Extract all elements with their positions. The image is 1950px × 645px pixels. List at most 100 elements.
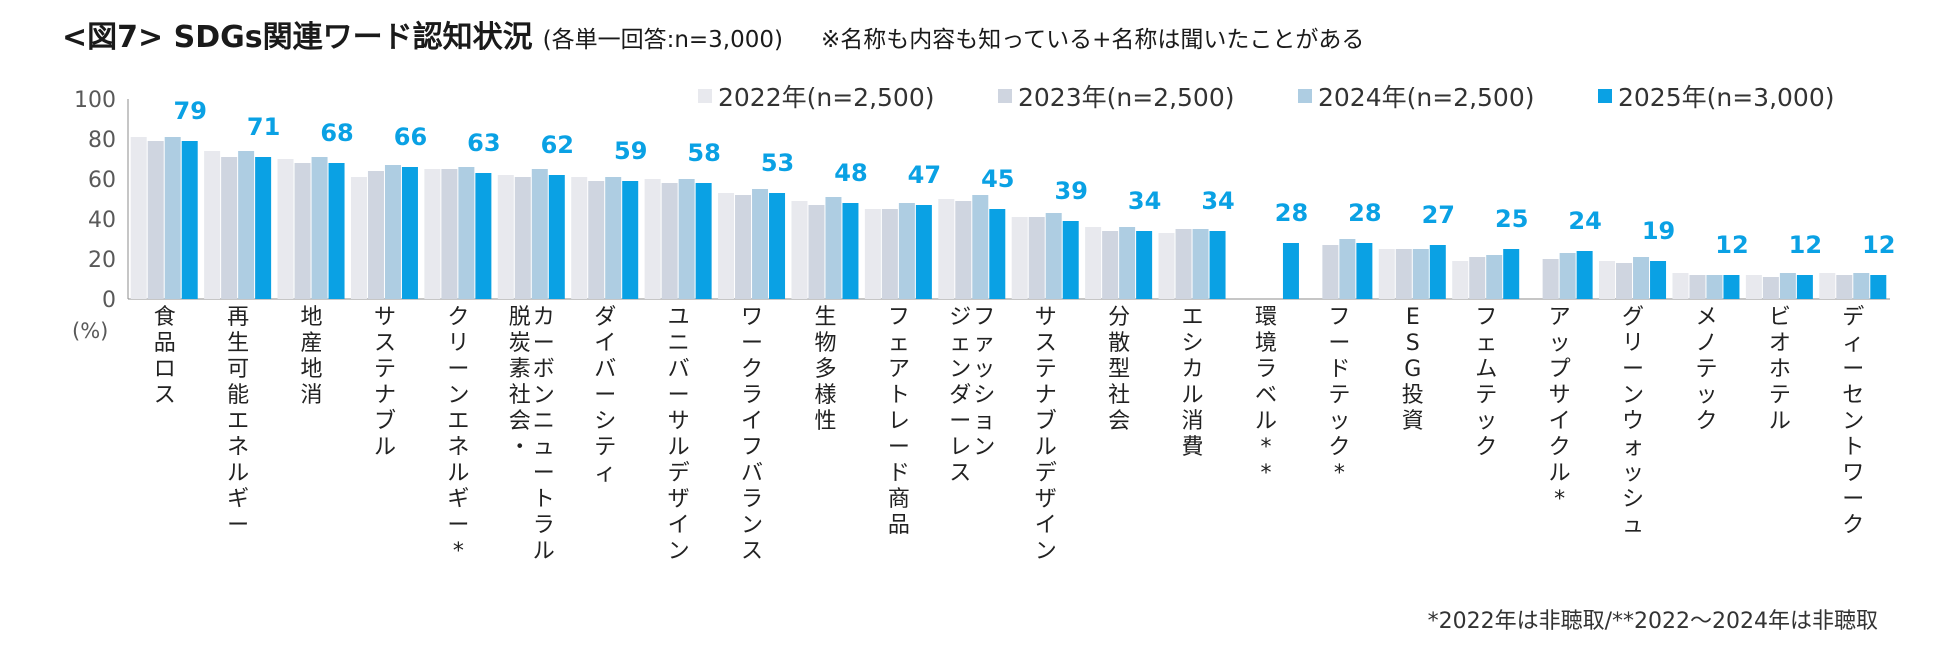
bar [752,189,769,299]
bar [255,157,272,299]
y-tick-label: 40 [88,208,116,233]
bar [1175,229,1192,299]
bar [1209,231,1226,299]
bar [441,169,458,299]
bar [1429,245,1446,299]
bar [1650,261,1667,299]
bar [718,193,735,299]
category-label: ユニバーサルデザイン [668,305,690,564]
bar [1062,221,1079,299]
bar [1412,249,1429,299]
data-label: 34 [1128,187,1161,215]
bar [881,209,898,299]
bar [367,171,384,299]
bar [1503,249,1520,299]
bar [1395,249,1412,299]
bar [1706,275,1723,299]
bar [221,157,238,299]
bar [915,205,932,299]
category-label: ディーセントワーク [1842,305,1864,538]
data-label: 58 [687,139,720,167]
y-tick-label: 0 [102,288,116,313]
category-label: カーボンニュートラル [533,305,555,564]
bar [1836,275,1853,299]
category-label: ファッション [973,305,995,460]
legend-label: 2023年(n=2,500) [1018,83,1235,112]
category-label: 再生可能エネルギー [227,305,249,538]
data-label: 19 [1642,217,1675,245]
data-label: 12 [1862,231,1895,259]
bar [1723,275,1740,299]
data-label: 47 [908,161,941,189]
bar [1819,273,1836,299]
bar [475,173,492,299]
bar [1158,233,1175,299]
bar [1745,275,1762,299]
data-label: 12 [1789,231,1822,259]
bar [1762,277,1779,299]
bar [695,183,712,299]
bar [1192,229,1209,299]
data-label: 25 [1495,205,1528,233]
data-label: 24 [1568,207,1601,235]
y-tick-label: 80 [88,128,116,153]
category-label: E S G 投資 [1402,305,1424,434]
category-label: 食品ロス [154,305,176,408]
bar [458,167,475,299]
bar [1452,261,1469,299]
bar [1356,243,1373,299]
category-label: 生物多様性 [814,305,836,434]
y-tick-label: 60 [88,168,116,193]
bar [1339,239,1356,299]
category-label: ダイバーシティ [594,305,616,486]
category-label: サステナブルデザイン [1035,305,1057,564]
bar [938,199,955,299]
data-label: 48 [834,159,867,187]
category-label: ビオホテル [1769,305,1791,434]
bar [424,169,441,299]
category-label: 環境ラベル* * [1255,305,1277,486]
page-note: ※名称も内容も知っている+名称は聞いたことがある [820,27,1365,53]
data-label: 45 [981,165,1014,193]
category-label: 地産地消 [301,305,323,408]
bar [898,203,915,299]
footnote: *2022年は非聴取/**2022〜2024年は非聴取 [1427,609,1878,634]
data-label: 63 [467,129,500,157]
bar [1689,275,1706,299]
data-label: 59 [614,137,647,165]
bar [531,169,548,299]
y-tick-label: 20 [88,248,116,273]
bar [1085,227,1102,299]
bar [622,181,639,299]
legend-swatch [998,89,1012,103]
bar [350,177,367,299]
bar [1853,273,1870,299]
bar [548,175,565,299]
bar [514,177,531,299]
category-label: サステナブル [374,305,396,460]
bar [864,209,881,299]
data-label: 71 [247,113,280,141]
page-subtitle: (各単一回答:n=3,000) [542,27,783,53]
bar [661,183,678,299]
bar [989,209,1006,299]
bar [1633,257,1650,299]
category-label: クリーンエネルギー* [447,305,469,564]
bar [1542,259,1559,299]
bar [204,151,221,299]
category-label: 分散型社会 [1108,305,1130,434]
bar [1486,255,1503,299]
y-tick-label: 100 [74,88,116,113]
legend-label: 2022年(n=2,500) [718,83,935,112]
category-label: フードテック* [1328,305,1350,486]
title-row: <図7> SDGs関連ワード認知状況 (各単一回答:n=3,000) ※名称も内容も… [62,12,1364,56]
bar [1796,275,1813,299]
y-axis-unit: (%) [72,319,108,343]
bar [1576,251,1593,299]
bar [1672,273,1689,299]
bar [1599,261,1616,299]
data-label: 12 [1715,231,1748,259]
bar [1616,263,1633,299]
data-label: 28 [1348,199,1381,227]
bar [605,177,622,299]
